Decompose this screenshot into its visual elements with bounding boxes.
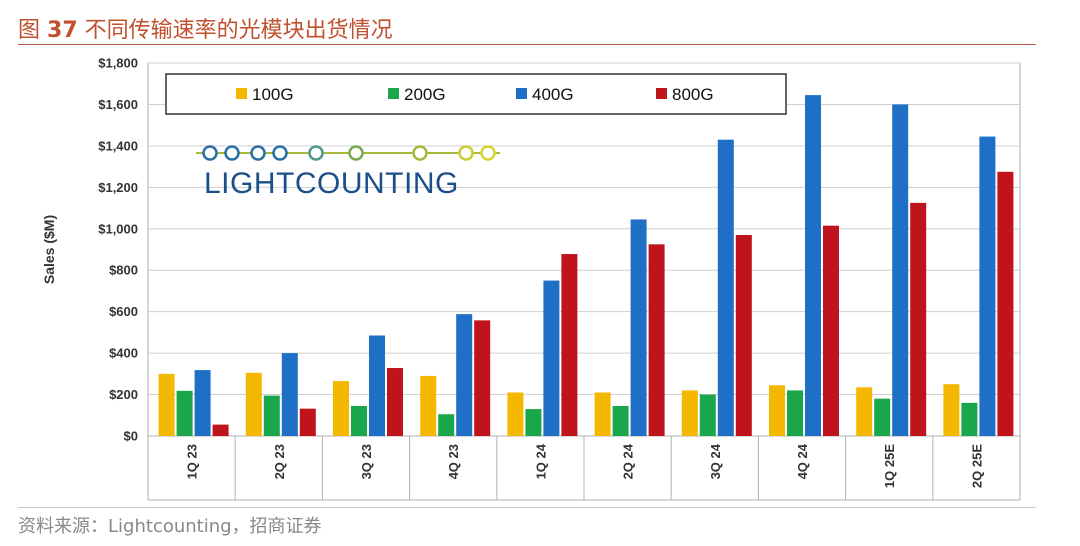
bar-100g-4q-23	[420, 375, 437, 436]
bar-400g-4q-24	[805, 95, 821, 436]
bar-200g-2q-24	[612, 405, 629, 436]
figure-prefix: 图	[18, 18, 41, 43]
x-tick-label: 1Q 25E	[882, 444, 897, 488]
logo-circle	[480, 145, 496, 161]
y-tick-label: $1,400	[98, 138, 138, 153]
y-tick-label: $800	[109, 263, 138, 278]
logo-circle	[308, 145, 324, 161]
legend-swatch-100g	[236, 88, 247, 99]
bar-400g-2q-25e	[979, 136, 996, 436]
x-tick-label: 1Q 23	[185, 444, 200, 479]
bar-200g-2q-23	[263, 395, 280, 436]
bar-400g-3q-24	[717, 139, 734, 436]
legend-label-100g: 100G	[252, 85, 294, 104]
bar-100g-4q-24	[769, 385, 785, 436]
logo-circle	[224, 145, 240, 161]
legend-swatch-200g	[388, 88, 399, 99]
bar-800g-2q-25e	[997, 171, 1014, 436]
bar-800g-2q-24	[648, 244, 665, 436]
y-tick-label: $200	[109, 387, 138, 402]
bar-200g-3q-24	[699, 394, 716, 436]
bar-800g-1q-25e	[910, 202, 927, 436]
y-tick-label: $1,600	[98, 97, 138, 112]
bar-400g-1q-24	[543, 280, 560, 436]
bar-200g-1q-24	[525, 409, 542, 436]
bar-100g-1q-24	[507, 392, 524, 436]
figure-title-bar: 图 37 不同传输速率的光模块出货情况	[18, 10, 1036, 45]
x-tick-label: 4Q 23	[446, 444, 461, 479]
y-tick-label: $400	[109, 346, 138, 361]
logo-circle	[202, 145, 218, 161]
bar-400g-4q-23	[456, 314, 473, 436]
bar-100g-2q-24	[594, 392, 611, 436]
y-tick-label: $600	[109, 304, 138, 319]
bar-100g-3q-23	[333, 381, 349, 436]
bar-800g-4q-24	[823, 225, 839, 436]
y-tick-label: $1,000	[98, 221, 138, 236]
bar-200g-1q-23	[176, 390, 193, 436]
footer-divider	[18, 507, 1036, 508]
legend-label-200g: 200G	[404, 85, 446, 104]
bar-100g-1q-25e	[856, 387, 873, 436]
logo-text: LIGHTCOUNTING	[204, 167, 459, 200]
legend-label-800g: 800G	[672, 85, 714, 104]
bar-800g-4q-23	[474, 320, 491, 436]
logo-circle	[412, 145, 428, 161]
x-tick-label: 4Q 24	[795, 443, 810, 479]
x-tick-label: 2Q 23	[272, 444, 287, 479]
legend-label-400g: 400G	[532, 85, 574, 104]
figure-title: 图 37 不同传输速率的光模块出货情况	[18, 12, 393, 44]
bar-400g-1q-25e	[892, 104, 909, 436]
bar-100g-2q-23	[245, 372, 262, 436]
bar-100g-2q-25e	[943, 384, 960, 436]
legend-box	[165, 73, 787, 115]
source-note: 资料来源：Lightcounting，招商证券	[18, 516, 322, 537]
bar-400g-1q-23	[194, 370, 211, 436]
y-tick-label: $0	[124, 429, 138, 444]
logo-circle	[348, 145, 364, 161]
bar-800g-3q-24	[735, 234, 752, 436]
bar-800g-1q-23	[212, 424, 229, 436]
x-tick-label: 3Q 24	[708, 443, 723, 479]
x-tick-label: 2Q 25E	[969, 444, 984, 488]
logo-circle	[250, 145, 266, 161]
bar-200g-4q-24	[787, 390, 803, 436]
bar-800g-3q-23	[387, 368, 403, 436]
x-tick-label: 3Q 23	[359, 444, 374, 479]
y-tick-label: $1,800	[98, 56, 138, 71]
x-tick-label: 1Q 24	[533, 443, 548, 479]
bar-200g-1q-25e	[874, 398, 891, 436]
y-tick-label: $1,200	[98, 180, 138, 195]
logo-circle	[458, 145, 474, 161]
bar-200g-3q-23	[351, 405, 367, 436]
legend-swatch-400g	[516, 88, 527, 99]
figure-number: 37	[47, 18, 78, 43]
legend-swatch-800g	[656, 88, 667, 99]
bar-400g-2q-23	[281, 353, 298, 436]
bar-100g-3q-24	[681, 390, 698, 436]
bar-400g-2q-24	[630, 219, 647, 436]
bar-400g-3q-23	[369, 335, 385, 436]
bar-100g-1q-23	[158, 373, 175, 436]
bar-200g-2q-25e	[961, 402, 978, 436]
figure-title-text: 不同传输速率的光模块出货情况	[84, 18, 393, 43]
bar-200g-4q-23	[438, 414, 455, 436]
x-tick-label: 2Q 24	[621, 443, 636, 479]
logo-circle	[272, 145, 288, 161]
bar-800g-1q-24	[561, 254, 578, 436]
plot-area	[147, 62, 1021, 437]
y-axis-label: Sales ($M)	[41, 215, 57, 284]
bar-800g-2q-23	[299, 408, 316, 436]
